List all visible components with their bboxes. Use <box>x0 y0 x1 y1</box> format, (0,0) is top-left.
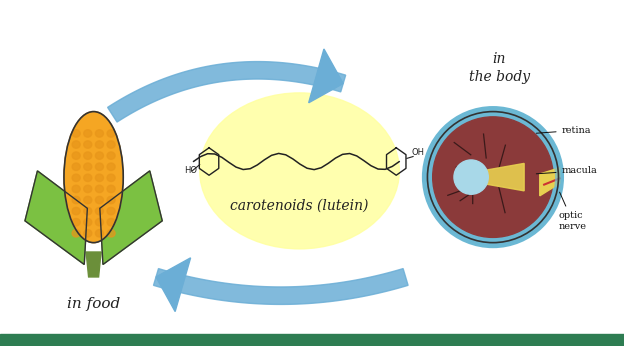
Text: HO: HO <box>184 166 197 175</box>
Ellipse shape <box>84 163 92 171</box>
Polygon shape <box>309 49 343 103</box>
Circle shape <box>432 117 553 237</box>
Ellipse shape <box>95 185 104 193</box>
Ellipse shape <box>64 112 124 243</box>
Ellipse shape <box>72 185 80 193</box>
Ellipse shape <box>107 196 115 204</box>
Ellipse shape <box>95 174 104 182</box>
Text: in
the body: in the body <box>469 52 530 84</box>
Ellipse shape <box>95 141 104 148</box>
Text: macula: macula <box>536 166 597 175</box>
Circle shape <box>427 112 558 243</box>
Ellipse shape <box>200 93 399 249</box>
Ellipse shape <box>72 163 80 171</box>
Ellipse shape <box>84 174 92 182</box>
Ellipse shape <box>107 207 115 215</box>
Ellipse shape <box>95 163 104 171</box>
Ellipse shape <box>95 130 104 137</box>
Ellipse shape <box>107 185 115 193</box>
Ellipse shape <box>72 141 80 148</box>
Ellipse shape <box>107 141 115 148</box>
Ellipse shape <box>454 160 489 194</box>
Ellipse shape <box>84 141 92 148</box>
Text: OH: OH <box>412 148 424 157</box>
Ellipse shape <box>95 230 104 237</box>
Polygon shape <box>107 62 346 122</box>
Text: optic
nerve: optic nerve <box>558 192 587 231</box>
Polygon shape <box>156 258 190 311</box>
Ellipse shape <box>72 230 80 237</box>
Ellipse shape <box>84 196 92 204</box>
Polygon shape <box>86 252 101 277</box>
Text: in food: in food <box>67 297 120 311</box>
Polygon shape <box>471 164 524 191</box>
Ellipse shape <box>72 219 80 226</box>
Ellipse shape <box>84 230 92 237</box>
Ellipse shape <box>84 185 92 193</box>
Ellipse shape <box>84 152 92 159</box>
Ellipse shape <box>72 196 80 204</box>
Ellipse shape <box>84 207 92 215</box>
Ellipse shape <box>107 130 115 137</box>
Ellipse shape <box>72 207 80 215</box>
Ellipse shape <box>107 163 115 171</box>
Bar <box>0 334 624 346</box>
Polygon shape <box>540 168 560 196</box>
Ellipse shape <box>107 230 115 237</box>
Polygon shape <box>100 171 162 264</box>
Ellipse shape <box>72 130 80 137</box>
Polygon shape <box>154 269 408 304</box>
Ellipse shape <box>107 152 115 159</box>
Ellipse shape <box>72 152 80 159</box>
Ellipse shape <box>72 174 80 182</box>
Ellipse shape <box>95 196 104 204</box>
Ellipse shape <box>95 152 104 159</box>
Ellipse shape <box>84 130 92 137</box>
Ellipse shape <box>107 219 115 226</box>
Ellipse shape <box>84 219 92 226</box>
Ellipse shape <box>107 174 115 182</box>
Ellipse shape <box>95 207 104 215</box>
Polygon shape <box>25 171 87 264</box>
Text: retina: retina <box>536 126 591 135</box>
Text: carotenoids (lutein): carotenoids (lutein) <box>230 199 369 213</box>
Ellipse shape <box>95 219 104 226</box>
